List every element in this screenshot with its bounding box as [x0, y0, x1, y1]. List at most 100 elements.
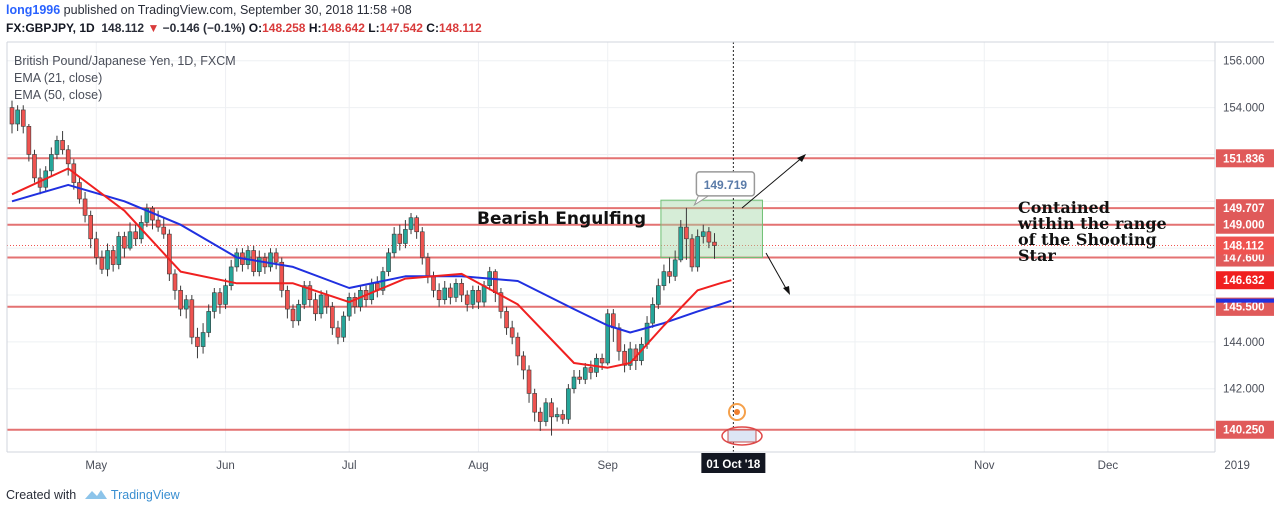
event-markers-icon — [721, 403, 763, 446]
price-tick-label: 156.000 — [1223, 56, 1265, 68]
level-tag-bg — [1216, 215, 1274, 234]
candle-body — [672, 259, 678, 277]
candle-body — [324, 294, 330, 308]
arrow-down-head — [783, 286, 790, 295]
candle-body — [9, 107, 15, 125]
time-tick-label: Sep — [597, 460, 617, 472]
candle-body — [32, 154, 37, 179]
candle-body — [526, 369, 532, 394]
high-value: 148.642 — [321, 21, 365, 35]
time-tick-label: Nov — [974, 460, 995, 472]
candle-body — [577, 376, 582, 380]
candle-body — [318, 294, 324, 315]
candle-body — [94, 238, 99, 258]
candle-body — [588, 367, 594, 373]
candle-body — [481, 285, 487, 303]
arrow-down-line — [765, 252, 789, 293]
candle-body — [183, 299, 189, 310]
candle-body — [532, 393, 537, 413]
candle-body — [133, 231, 138, 240]
candle-body — [195, 336, 200, 347]
ohlc-bar: FX:GBPJPY, 1D 148.112 ▼ −0.146 (−0.1%) O… — [6, 21, 482, 35]
legend-ema21: EMA (21, close) — [14, 71, 102, 85]
candle-body — [82, 198, 88, 216]
callout-box — [695, 171, 756, 197]
footer: Created with TradingView — [6, 488, 180, 502]
candle-body — [273, 252, 279, 263]
low-value: 147.542 — [379, 21, 423, 35]
candle-body — [476, 290, 481, 303]
annotation-contained-line: Star — [1018, 246, 1056, 265]
event-circle — [728, 403, 746, 421]
candle-body — [667, 271, 672, 277]
candle-body — [689, 238, 695, 268]
candles — [9, 100, 717, 436]
candle-body — [167, 233, 172, 275]
candle-body — [706, 231, 712, 243]
candle-body — [622, 350, 627, 366]
candle-body — [611, 313, 616, 329]
candle-body — [155, 219, 161, 228]
candle-body — [515, 336, 521, 357]
legend-instrument: British Pound/Japanese Yen, 1D, FXCM — [14, 54, 236, 68]
candle-body — [493, 271, 498, 293]
close-value: 148.112 — [438, 21, 482, 35]
current-date-tag: 01 Oct '18 — [706, 459, 760, 471]
time-tick-label: 2019 — [1224, 460, 1250, 472]
candle-body — [178, 290, 183, 310]
publish-text: published on TradingView.com, September … — [63, 3, 412, 17]
down-arrow-icon: ▼ — [147, 21, 160, 35]
time-tick-label: May — [85, 460, 107, 472]
level-tag-label: 149.707 — [1223, 203, 1265, 215]
candle-body — [245, 250, 251, 265]
low-label: L: — [368, 21, 380, 35]
annotation-bearish-engulfing: Bearish Engulfing — [477, 209, 646, 229]
candle-body — [77, 182, 82, 200]
candle-body — [566, 388, 571, 420]
candle-body — [234, 252, 240, 268]
range-box — [660, 199, 763, 259]
level-tag-label: 151.836 — [1223, 153, 1265, 165]
candle-body — [537, 411, 543, 422]
last-price: 148.112 — [101, 21, 145, 35]
candle-body — [678, 226, 684, 261]
candle-body — [212, 292, 217, 312]
level-tag-label: 140.250 — [1223, 425, 1265, 437]
price-tag-label: 146.632 — [1223, 275, 1265, 287]
candle-body — [419, 231, 425, 258]
candle-body — [700, 231, 706, 237]
author-link[interactable]: long1996 — [6, 3, 61, 17]
candle-body — [498, 292, 504, 312]
candle-body — [279, 261, 285, 291]
candle-body — [65, 149, 71, 165]
candle-body — [391, 233, 397, 254]
candle-body — [459, 283, 464, 296]
candle-body — [582, 367, 588, 380]
high-label: H: — [308, 21, 322, 35]
level-tag-bg — [1216, 420, 1274, 439]
candle-body — [20, 109, 26, 127]
annotation-contained-line: within the range — [1017, 214, 1167, 233]
candle-body — [217, 292, 223, 305]
tradingview-link[interactable]: TradingView — [110, 488, 180, 502]
time-tick-label: Aug — [468, 460, 488, 472]
grid — [7, 42, 1238, 452]
candle-body — [414, 217, 419, 233]
candle-body — [54, 140, 60, 155]
annotation-contained-line: of the Shooting — [1018, 230, 1157, 249]
candle-body — [122, 236, 127, 249]
candle-body — [88, 215, 93, 240]
symbol-label: FX:GBPJPY, 1D — [6, 21, 95, 35]
candle-body — [296, 304, 301, 322]
candle-body — [335, 327, 341, 338]
candle-body — [301, 285, 307, 305]
candle-body — [464, 294, 470, 305]
time-tick-label: Jun — [216, 460, 235, 472]
candle-body — [26, 126, 32, 155]
candle-body — [15, 109, 20, 125]
candle-body — [99, 257, 105, 270]
created-with-text: Created with — [6, 488, 77, 502]
event-ellipse — [721, 426, 763, 446]
